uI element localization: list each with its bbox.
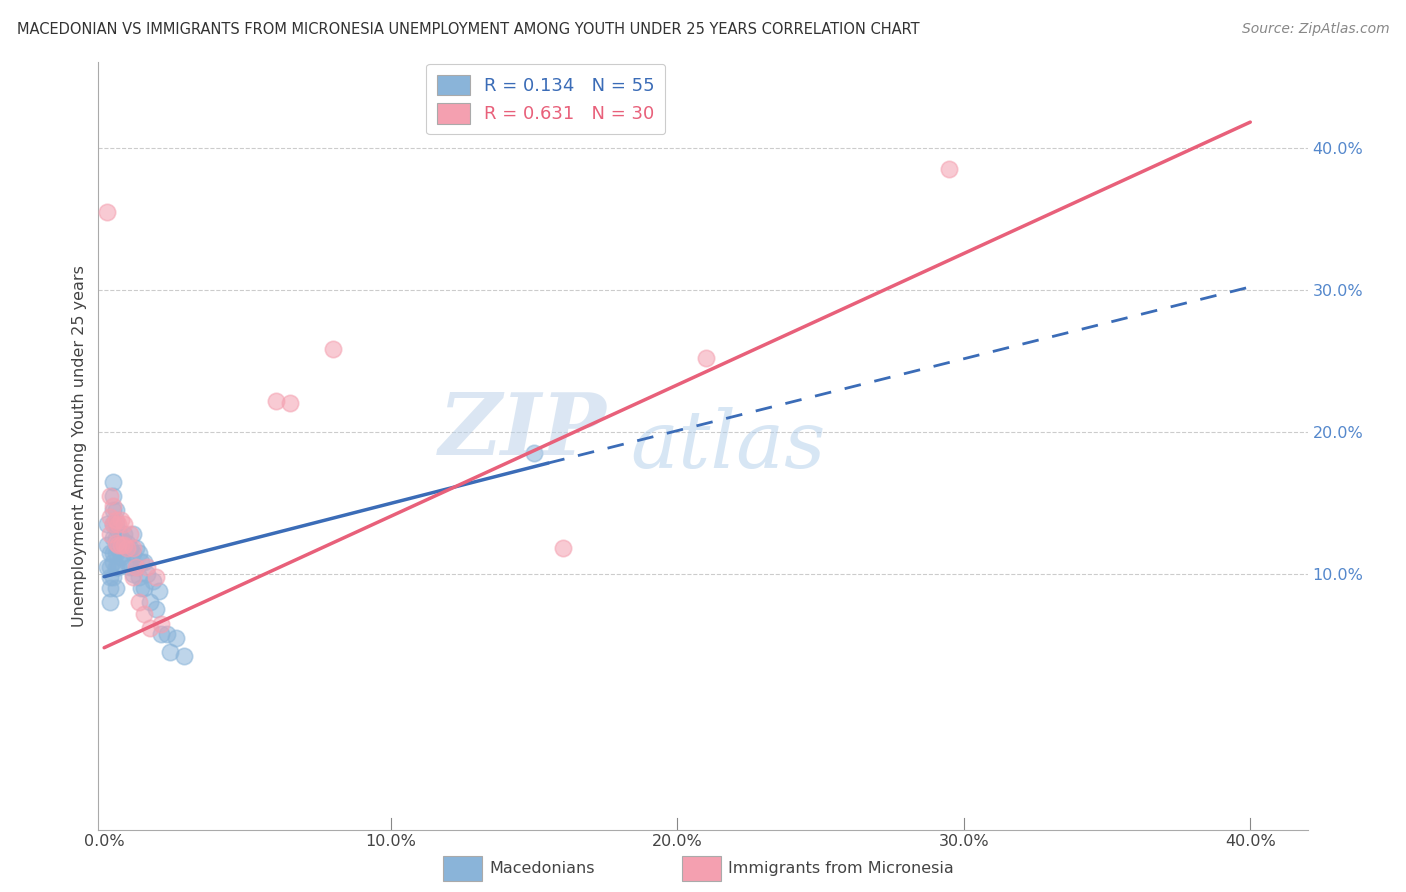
Point xyxy=(104,503,127,517)
Point xyxy=(107,559,129,574)
Point xyxy=(131,581,153,595)
Text: Macedonians: Macedonians xyxy=(489,862,595,876)
Point xyxy=(134,607,156,621)
Point xyxy=(112,527,135,541)
Point xyxy=(101,503,124,517)
Point xyxy=(173,649,195,664)
Point xyxy=(131,556,153,570)
Point xyxy=(98,489,121,503)
Point xyxy=(98,570,121,584)
Point xyxy=(134,556,156,570)
Point xyxy=(101,517,124,532)
Point xyxy=(136,566,159,581)
Point xyxy=(165,631,187,645)
Point xyxy=(96,538,118,552)
Point xyxy=(112,545,135,559)
Point xyxy=(104,559,127,574)
Point xyxy=(98,510,121,524)
Point xyxy=(98,595,121,609)
Point xyxy=(98,545,121,559)
Point xyxy=(101,545,124,559)
Point xyxy=(159,645,181,659)
Point xyxy=(110,513,132,527)
Point xyxy=(101,499,124,513)
Point xyxy=(139,595,162,609)
Point xyxy=(98,581,121,595)
Point xyxy=(280,396,302,410)
Point xyxy=(142,574,165,588)
Point xyxy=(938,161,960,176)
Point xyxy=(110,532,132,546)
Point xyxy=(150,626,173,640)
Point xyxy=(322,343,344,357)
Point xyxy=(104,535,127,549)
Point xyxy=(264,393,287,408)
Point xyxy=(695,351,717,365)
Text: Source: ZipAtlas.com: Source: ZipAtlas.com xyxy=(1241,22,1389,37)
Point xyxy=(124,559,146,574)
Text: Immigrants from Micronesia: Immigrants from Micronesia xyxy=(728,862,955,876)
Point xyxy=(551,541,574,556)
Point xyxy=(121,566,143,581)
Point xyxy=(110,538,132,552)
Point xyxy=(101,532,124,546)
Point xyxy=(148,583,170,598)
Point xyxy=(523,446,546,460)
Point xyxy=(104,532,127,546)
Point xyxy=(107,524,129,539)
Point xyxy=(101,570,124,584)
Text: atlas: atlas xyxy=(630,408,825,484)
Point xyxy=(136,559,159,574)
Point xyxy=(107,517,129,532)
Point xyxy=(128,570,150,584)
Point xyxy=(96,559,118,574)
Point xyxy=(101,517,124,532)
Point xyxy=(115,535,138,549)
Point xyxy=(110,549,132,564)
Point xyxy=(107,541,129,556)
Point xyxy=(112,538,135,552)
Point xyxy=(145,570,167,584)
Point xyxy=(145,602,167,616)
Point xyxy=(156,626,179,640)
Y-axis label: Unemployment Among Youth under 25 years: Unemployment Among Youth under 25 years xyxy=(72,265,87,627)
Point xyxy=(128,545,150,559)
Point xyxy=(118,527,141,541)
Point xyxy=(98,527,121,541)
Point xyxy=(96,517,118,532)
Point xyxy=(121,545,143,559)
Point xyxy=(124,559,146,574)
Text: MACEDONIAN VS IMMIGRANTS FROM MICRONESIA UNEMPLOYMENT AMONG YOUTH UNDER 25 YEARS: MACEDONIAN VS IMMIGRANTS FROM MICRONESIA… xyxy=(17,22,920,37)
Point xyxy=(150,616,173,631)
Point xyxy=(101,556,124,570)
Point xyxy=(115,556,138,570)
Point xyxy=(124,541,146,556)
Point xyxy=(121,527,143,541)
Point xyxy=(96,204,118,219)
Point xyxy=(139,621,162,635)
Point xyxy=(118,541,141,556)
Point xyxy=(121,570,143,584)
Point xyxy=(121,541,143,556)
Point xyxy=(115,541,138,556)
Point xyxy=(134,581,156,595)
Point xyxy=(101,489,124,503)
Point xyxy=(104,545,127,559)
Point xyxy=(118,559,141,574)
Text: ZIP: ZIP xyxy=(439,389,606,473)
Point xyxy=(104,517,127,532)
Point xyxy=(107,538,129,552)
Point xyxy=(104,581,127,595)
Legend: R = 0.134   N = 55, R = 0.631   N = 30: R = 0.134 N = 55, R = 0.631 N = 30 xyxy=(426,64,665,135)
Point xyxy=(101,475,124,489)
Point xyxy=(112,517,135,532)
Point xyxy=(128,595,150,609)
Point xyxy=(98,559,121,574)
Point xyxy=(104,513,127,527)
